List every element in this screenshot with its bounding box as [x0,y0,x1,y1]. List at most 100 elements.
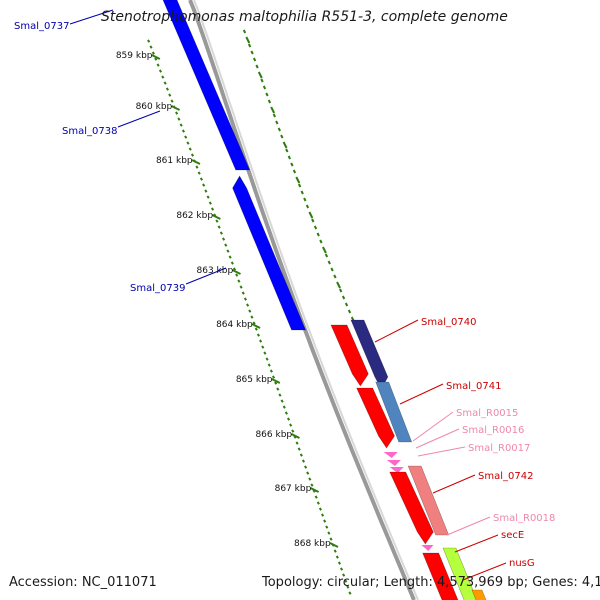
gene-label-smal-0739[interactable]: Smal_0739 [130,283,185,294]
gene-label-smal-0737[interactable]: Smal_0737 [14,21,69,32]
tick-dot [147,39,151,43]
gc-skew-dot [297,183,302,188]
tick-dot [168,93,172,97]
gene-label-smal-0740[interactable]: Smal_0740 [421,317,476,328]
cog-band-smal-0742[interactable] [407,465,450,536]
tick-dot [232,267,237,271]
gene-leader-line [454,534,499,553]
tick-label: 866 kbp [255,430,292,440]
gc-skew-dot [347,309,352,314]
tick-dot [346,585,350,589]
cog-band-sece[interactable] [442,547,479,600]
gene-leader-line [69,9,114,25]
genome-backbone [188,0,416,600]
tick-dot [219,231,223,235]
tick-dot [263,351,267,355]
tick-dot [348,591,352,595]
tick-dot [230,261,234,265]
tick-dot [188,147,192,151]
tick-dot [320,513,325,517]
gene-leader-line [462,562,507,581]
tick-dot [199,177,203,181]
tick-dot [239,285,243,289]
tick-dot [337,561,342,565]
tick-dot [163,81,167,85]
cog-band-nusg[interactable] [471,589,488,600]
gene-arrow-smal-0740[interactable] [330,324,369,387]
tick-label: 864 kbp [216,320,253,330]
gene-arrow-sece[interactable] [422,552,460,600]
gene-leader-line [412,411,454,442]
tick-dot [224,243,228,247]
gene-arrow-smal-0741[interactable] [356,387,395,449]
rna-gene-smal-r0018[interactable] [421,545,434,551]
gc-skew-dot [257,71,263,79]
tick-dot [235,273,239,277]
rna-gene-smal-r0015-17[interactable] [389,467,404,473]
gene-leader-line [432,474,476,494]
tick-dot [306,471,310,475]
gene-label-smal-0742[interactable]: Smal_0742 [478,471,533,482]
tick-dot [228,255,232,259]
gene-label-smal-0741[interactable]: Smal_0741 [446,381,501,392]
gene-label-nusg[interactable]: nusG [509,558,535,569]
gene-label-sece[interactable]: secE [501,530,524,541]
gene-arrow-smal-0742[interactable] [389,471,434,545]
gc-skew-dot [308,211,314,219]
tick-dot [204,189,208,193]
tick-dot [237,279,241,283]
gc-skew-dot [324,253,329,258]
tick-dot [274,381,278,385]
tick-dot [215,219,219,223]
tick-dot [206,195,210,199]
gene-label-smal-r0018[interactable]: Smal_R0018 [493,513,555,524]
rna-gene-smal-r0015-17[interactable] [386,460,401,466]
tick-mark [271,378,281,384]
gc-skew-dot [245,36,251,44]
gene-arrow-smal-0739[interactable] [232,175,307,331]
tick-dot [261,345,265,349]
gene-label-smal-0738[interactable]: Smal_0738 [62,126,117,137]
rna-gene-smal-r0015-17[interactable] [383,452,398,458]
tick-dot [342,573,346,577]
tick-mark [232,269,241,275]
tick-dot [154,57,158,61]
tick-dot [282,405,286,409]
tick-dot [308,477,312,481]
tick-dot [208,201,212,205]
gene-leader-line [374,319,419,343]
tick-dot [271,375,276,379]
tick-dot [156,63,160,67]
gene-leader-line [185,267,227,285]
tick-mark [310,487,320,493]
tick-dot [267,363,271,367]
tick-dot [170,99,174,103]
gc-skew-dot [247,43,252,48]
gc-skew-dot [311,218,315,223]
gc-skew-dot [322,246,327,254]
tick-dot [179,123,183,127]
gc-skew-dot [277,127,281,132]
tick-mark [329,542,339,548]
gene-label-smal-r0016[interactable]: Smal_R0016 [462,425,524,436]
tick-dot [301,459,306,463]
tick-dot [149,45,153,49]
gene-label-smal-r0017[interactable]: Smal_R0017 [468,443,530,454]
tick-dot [210,207,215,211]
gene-label-smal-r0015[interactable]: Smal_R0015 [456,408,518,419]
tick-dot [202,183,206,187]
map-title: Stenotrophomonas maltophilia R551-3, com… [101,9,508,25]
tick-label: 868 kbp [294,539,331,549]
tick-mark [191,159,201,165]
cog-band-smal-0741[interactable] [375,381,413,443]
tick-dot [316,501,320,505]
gc-skew-dot [290,162,294,167]
tick-dot [184,135,188,139]
gc-skew-dot [267,99,272,104]
gene-arrow-smal-0738[interactable] [162,0,251,171]
gc-skew-dot [316,232,320,237]
tick-mark [151,54,161,60]
tick-dot [284,411,288,415]
tick-dot [318,507,323,511]
gc-skew-dot [336,281,341,289]
